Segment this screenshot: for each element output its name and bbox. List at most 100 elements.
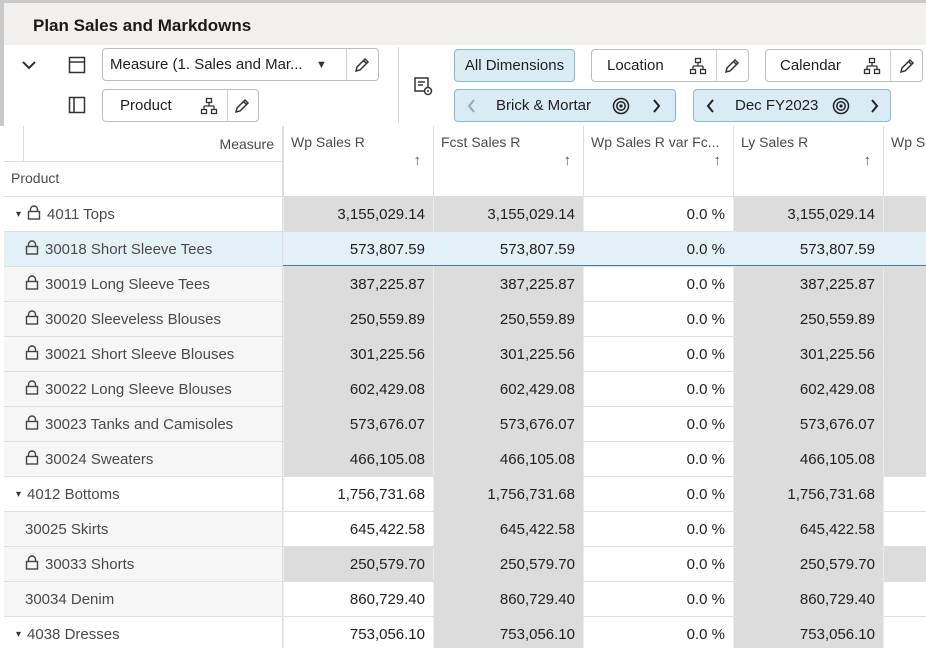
sort-arrow-icon[interactable]: ↑ — [413, 152, 422, 169]
table-cell[interactable]: 1,756,731.68 — [433, 477, 583, 511]
location-prev-chevron-icon[interactable] — [465, 97, 479, 119]
table-cell[interactable]: 0.0 % — [583, 232, 733, 266]
table-cell[interactable]: 466,105.08 — [733, 442, 883, 476]
table-cell[interactable]: 0.0 % — [583, 512, 733, 546]
table-cell[interactable]: 753,056.10 — [283, 617, 433, 648]
location-dimension-button[interactable]: Location — [591, 49, 749, 82]
table-cell[interactable]: 3,155,029.14 — [433, 197, 583, 231]
table-cell[interactable] — [883, 407, 926, 441]
table-cell[interactable]: 860,729.40 — [283, 582, 433, 616]
table-cell[interactable]: 301,225.56 — [283, 337, 433, 371]
calendar-value[interactable]: Dec FY2023 — [735, 97, 819, 114]
table-cell[interactable]: 0.0 % — [583, 267, 733, 301]
table-cell[interactable]: 602,429.08 — [433, 372, 583, 406]
expand-caret-icon[interactable]: ▾ — [16, 488, 22, 500]
calendar-dimension-button[interactable]: Calendar — [765, 49, 923, 82]
expand-caret-icon[interactable]: ▾ — [16, 208, 22, 220]
location-edit-pencil-icon[interactable] — [723, 57, 741, 79]
sort-arrow-icon[interactable]: ↑ — [563, 152, 572, 169]
table-cell[interactable] — [883, 547, 926, 581]
table-cell[interactable]: 250,579.70 — [733, 547, 883, 581]
row-label[interactable]: 30025 Skirts — [4, 512, 283, 546]
table-row[interactable]: 30022 Long Sleeve Blouses 602,429.08 602,4… — [4, 371, 926, 406]
column-header[interactable]: Ly Sales R ↑ — [733, 126, 883, 196]
table-cell[interactable]: 387,225.87 — [433, 267, 583, 301]
table-cell[interactable]: 860,729.40 — [733, 582, 883, 616]
table-cell[interactable]: 645,422.58 — [433, 512, 583, 546]
table-cell[interactable] — [883, 302, 926, 336]
table-cell[interactable]: 3,155,029.14 — [733, 197, 883, 231]
table-cell[interactable]: 0.0 % — [583, 302, 733, 336]
table-cell[interactable] — [883, 372, 926, 406]
table-row[interactable]: 30018 Short Sleeve Tees 573,807.59 573,807… — [4, 231, 926, 266]
table-row[interactable]: 30019 Long Sleeve Tees 387,225.87 387,225.… — [4, 266, 926, 301]
table-cell[interactable]: 645,422.58 — [733, 512, 883, 546]
table-row[interactable]: 30034 Denim 860,729.40 860,729.40 0.0 % 860,… — [4, 581, 926, 616]
calendar-prev-chevron-icon[interactable] — [704, 97, 718, 119]
table-cell[interactable]: 0.0 % — [583, 582, 733, 616]
table-cell[interactable]: 466,105.08 — [283, 442, 433, 476]
table-row[interactable]: 30024 Sweaters 466,105.08 466,105.08 0.0 % 4… — [4, 441, 926, 476]
table-cell[interactable] — [883, 232, 926, 266]
table-cell[interactable] — [883, 582, 926, 616]
location-value[interactable]: Brick & Mortar — [496, 97, 592, 114]
table-cell[interactable]: 3,155,029.14 — [283, 197, 433, 231]
row-label[interactable]: ▾ 4011 Tops — [4, 197, 283, 231]
table-cell[interactable]: 301,225.56 — [433, 337, 583, 371]
calendar-edit-pencil-icon[interactable] — [898, 57, 916, 79]
table-cell[interactable]: 573,676.07 — [283, 407, 433, 441]
location-target-icon[interactable] — [612, 97, 630, 119]
row-label[interactable]: 30033 Shorts — [4, 547, 283, 581]
collapse-chevron-icon[interactable] — [16, 52, 42, 78]
table-cell[interactable] — [883, 197, 926, 231]
table-cell[interactable] — [883, 512, 926, 546]
table-cell[interactable]: 250,559.89 — [433, 302, 583, 336]
table-cell[interactable]: 250,559.89 — [283, 302, 433, 336]
table-row[interactable]: ▾ 4011 Tops 3,155,029.14 3,155,029.14 0.0 % 3… — [4, 196, 926, 231]
table-cell[interactable] — [883, 337, 926, 371]
table-cell[interactable]: 250,579.70 — [433, 547, 583, 581]
table-cell[interactable]: 573,807.59 — [733, 232, 883, 266]
sort-arrow-icon[interactable]: ↑ — [863, 152, 872, 169]
table-cell[interactable]: 602,429.08 — [283, 372, 433, 406]
table-cell[interactable] — [883, 477, 926, 511]
row-label[interactable]: 30018 Short Sleeve Tees — [4, 232, 283, 266]
column-header[interactable]: Wp Sales R var Fc... ↑ — [583, 126, 733, 196]
table-cell[interactable]: 466,105.08 — [433, 442, 583, 476]
table-row[interactable]: 30033 Shorts 250,579.70 250,579.70 0.0 % 250… — [4, 546, 926, 581]
row-label[interactable]: 30021 Short Sleeve Blouses — [4, 337, 283, 371]
table-cell[interactable]: 0.0 % — [583, 407, 733, 441]
row-label[interactable]: 30034 Denim — [4, 582, 283, 616]
measure-edit-pencil-icon[interactable] — [353, 56, 371, 78]
column-header[interactable]: Wp Sa — [883, 126, 926, 196]
table-cell[interactable]: 573,807.59 — [433, 232, 583, 266]
table-cell[interactable]: 753,056.10 — [733, 617, 883, 648]
table-row[interactable]: 30020 Sleeveless Blouses 250,559.89 250,55… — [4, 301, 926, 336]
table-row[interactable]: 30023 Tanks and Camisoles 573,676.07 573,6… — [4, 406, 926, 441]
row-label[interactable]: ▾ 4038 Dresses — [4, 617, 283, 648]
sort-arrow-icon[interactable]: ↑ — [713, 152, 722, 169]
layout-icon[interactable] — [64, 52, 90, 78]
table-cell[interactable]: 250,559.89 — [733, 302, 883, 336]
row-label[interactable]: 30024 Sweaters — [4, 442, 283, 476]
row-label[interactable]: ▾ 4012 Bottoms — [4, 477, 283, 511]
panel-icon[interactable] — [64, 92, 90, 118]
table-cell[interactable]: 0.0 % — [583, 442, 733, 476]
location-next-chevron-icon[interactable] — [649, 97, 663, 119]
view-settings-icon[interactable] — [410, 73, 436, 99]
row-label[interactable]: 30020 Sleeveless Blouses — [4, 302, 283, 336]
calendar-target-icon[interactable] — [832, 97, 850, 119]
table-cell[interactable]: 0.0 % — [583, 547, 733, 581]
product-dimension-button[interactable]: Product — [102, 89, 259, 122]
table-cell[interactable]: 0.0 % — [583, 197, 733, 231]
column-header[interactable]: Fcst Sales R ↑ — [433, 126, 583, 196]
table-cell[interactable]: 387,225.87 — [733, 267, 883, 301]
table-row[interactable]: 30025 Skirts 645,422.58 645,422.58 0.0 % 645… — [4, 511, 926, 546]
table-cell[interactable]: 753,056.10 — [433, 617, 583, 648]
product-edit-pencil-icon[interactable] — [233, 97, 251, 119]
table-cell[interactable]: 0.0 % — [583, 617, 733, 648]
table-cell[interactable] — [883, 267, 926, 301]
all-dimensions-button[interactable]: All Dimensions — [454, 49, 575, 82]
table-cell[interactable] — [883, 442, 926, 476]
measure-select[interactable]: Measure (1. Sales and Mar... ▼ — [102, 48, 379, 81]
